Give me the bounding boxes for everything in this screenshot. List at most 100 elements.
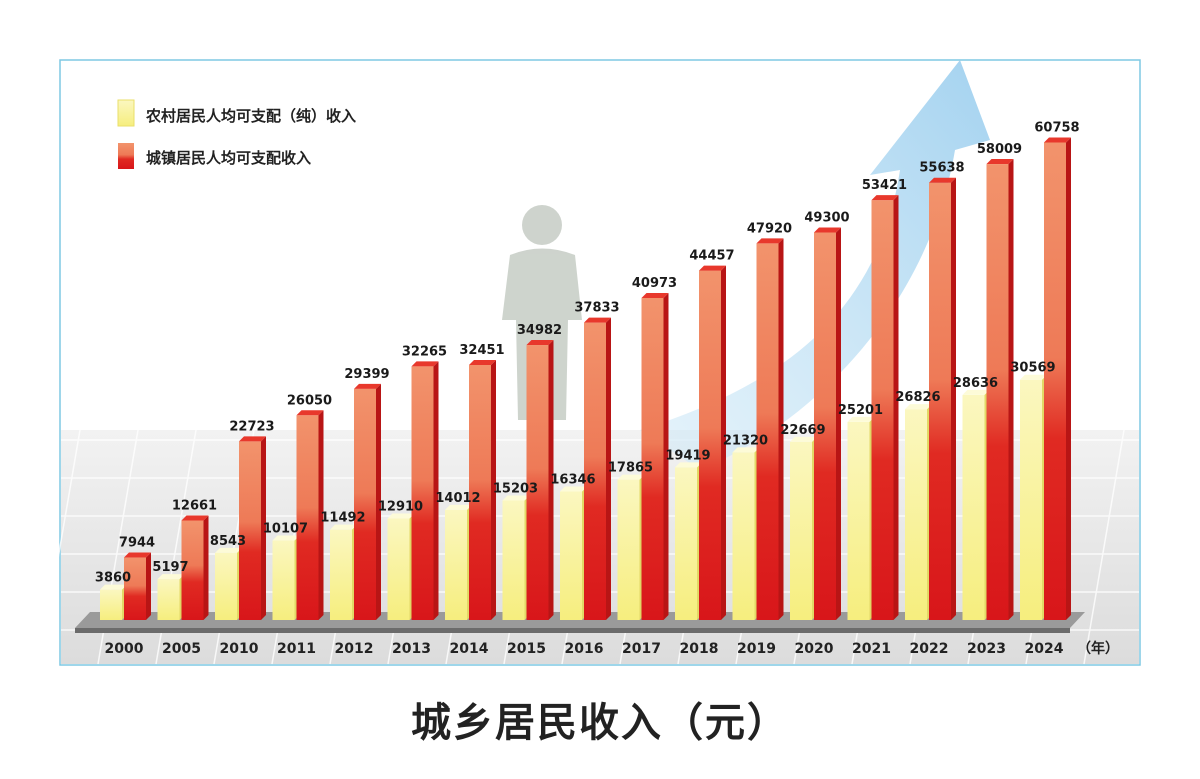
value-label-rural-2020: 22669 xyxy=(780,423,825,438)
bar-urban-2014 xyxy=(469,364,491,620)
bar-rural-top-2019 xyxy=(732,447,760,453)
value-label-urban-2014: 32451 xyxy=(459,343,504,358)
x-axis-unit: （年） xyxy=(1077,640,1119,657)
x-tick-2022: 2022 xyxy=(910,641,949,657)
bar-urban-top-2022 xyxy=(929,177,956,183)
bar-urban-2021 xyxy=(871,200,894,620)
bar-rural-top-2014 xyxy=(445,504,472,510)
value-label-urban-2021: 53421 xyxy=(862,178,907,193)
value-label-rural-2014: 14012 xyxy=(435,491,480,506)
value-label-rural-2011: 10107 xyxy=(263,522,308,537)
x-tick-2011: 2011 xyxy=(277,641,316,657)
value-label-urban-2015: 34982 xyxy=(517,323,562,338)
bar-urban-2015 xyxy=(526,345,549,620)
value-label-urban-2024: 60758 xyxy=(1034,120,1079,135)
bar-rural-2014 xyxy=(445,509,467,620)
value-label-urban-2012: 29399 xyxy=(344,367,389,382)
bar-rural-2016 xyxy=(560,491,582,620)
bar-rural-2021 xyxy=(847,421,870,620)
bar-rural-top-2010 xyxy=(215,547,242,553)
bar-rural-2019 xyxy=(732,452,755,620)
value-label-rural-2000: 3860 xyxy=(95,571,131,586)
value-label-urban-2000: 7944 xyxy=(119,536,155,551)
bar-urban-side-2018 xyxy=(721,265,726,620)
bar-urban-side-2021 xyxy=(893,195,899,620)
bar-urban-top-2016 xyxy=(584,317,611,323)
bar-urban-2017 xyxy=(641,297,664,620)
x-tick-2005: 2005 xyxy=(162,641,201,657)
value-label-rural-2013: 12910 xyxy=(378,500,423,515)
bar-rural-top-2023 xyxy=(962,389,990,395)
bar-urban-side-2017 xyxy=(663,292,669,620)
value-label-rural-2021: 25201 xyxy=(838,403,883,418)
person-silhouette-graphic xyxy=(502,205,582,420)
value-label-rural-2018: 19419 xyxy=(665,448,710,463)
bar-urban-2011 xyxy=(296,415,319,620)
bar-rural-top-2000 xyxy=(100,584,127,590)
bar-rural-2000 xyxy=(100,589,122,620)
bar-urban-side-2012 xyxy=(376,383,381,620)
bar-urban-side-2015 xyxy=(548,340,554,620)
bar-urban-2012 xyxy=(354,388,376,620)
value-label-urban-2020: 49300 xyxy=(804,211,849,226)
bar-urban-side-2005 xyxy=(203,515,209,620)
bar-rural-2005 xyxy=(157,579,180,620)
bar-urban-top-2012 xyxy=(354,383,381,389)
x-tick-2015: 2015 xyxy=(507,641,546,657)
bar-urban-top-2023 xyxy=(986,159,1014,165)
bar-urban-top-2014 xyxy=(469,359,496,365)
bar-urban-top-2013 xyxy=(411,361,439,367)
bar-urban-2005 xyxy=(181,520,204,620)
bar-urban-side-2023 xyxy=(1008,159,1014,620)
value-label-rural-2010: 8543 xyxy=(210,534,246,549)
bar-rural-2015 xyxy=(502,500,525,620)
bar-urban-top-2010 xyxy=(239,436,266,442)
value-label-rural-2017: 17865 xyxy=(608,461,653,476)
bar-urban-top-2011 xyxy=(296,410,324,416)
bar-urban-2018 xyxy=(699,270,721,620)
bar-rural-2010 xyxy=(215,552,237,620)
x-axis-ticks: 2000 2005 2010 2011 2012 2013 2014 2015 2016 2017… xyxy=(105,641,1064,657)
value-label-urban-2022: 55638 xyxy=(919,161,964,176)
legend-label-rural: 农村居民人均可支配（纯）收入 xyxy=(145,107,356,125)
bars-group xyxy=(100,137,1071,620)
value-label-rural-2015: 15203 xyxy=(493,482,538,497)
bar-urban-side-2020 xyxy=(836,227,841,620)
x-tick-2021: 2021 xyxy=(852,641,891,657)
value-label-rural-2016: 16346 xyxy=(550,473,595,488)
x-tick-2020: 2020 xyxy=(795,641,834,657)
bar-urban-side-2019 xyxy=(778,238,784,620)
bar-rural-2023 xyxy=(962,394,985,620)
x-tick-2014: 2014 xyxy=(450,641,489,657)
x-tick-2024: 2024 xyxy=(1025,641,1064,657)
bar-urban-2023 xyxy=(986,164,1009,620)
bar-urban-2016 xyxy=(584,322,606,620)
bar-rural-top-2016 xyxy=(560,486,587,492)
bar-urban-top-2024 xyxy=(1044,137,1071,143)
legend-label-urban: 城镇居民人均可支配收入 xyxy=(146,149,311,167)
bar-rural-top-2024 xyxy=(1020,374,1047,380)
bar-rural-top-2005 xyxy=(157,574,185,580)
bar-urban-side-2013 xyxy=(433,361,439,620)
bar-rural-top-2012 xyxy=(330,524,357,530)
bar-urban-2013 xyxy=(411,366,434,620)
bar-urban-2000 xyxy=(124,557,146,620)
legend-swatch-urban xyxy=(118,143,134,169)
bar-urban-2022 xyxy=(929,182,951,620)
value-label-urban-2010: 22723 xyxy=(229,419,274,434)
value-label-urban-2013: 32265 xyxy=(402,344,447,359)
bar-urban-top-2000 xyxy=(124,552,151,558)
value-label-urban-2023: 58009 xyxy=(977,142,1022,157)
value-label-urban-2018: 44457 xyxy=(689,249,734,264)
x-tick-2010: 2010 xyxy=(220,641,259,657)
value-label-urban-2011: 26050 xyxy=(287,393,332,408)
bar-rural-top-2011 xyxy=(272,535,300,541)
x-tick-2018: 2018 xyxy=(680,641,719,657)
x-tick-2023: 2023 xyxy=(967,641,1006,657)
bar-rural-2020 xyxy=(790,441,812,620)
x-tick-2016: 2016 xyxy=(565,641,604,657)
growth-arrow-graphic xyxy=(640,60,990,470)
bar-urban-top-2015 xyxy=(526,340,554,346)
bar-rural-top-2015 xyxy=(502,495,530,501)
